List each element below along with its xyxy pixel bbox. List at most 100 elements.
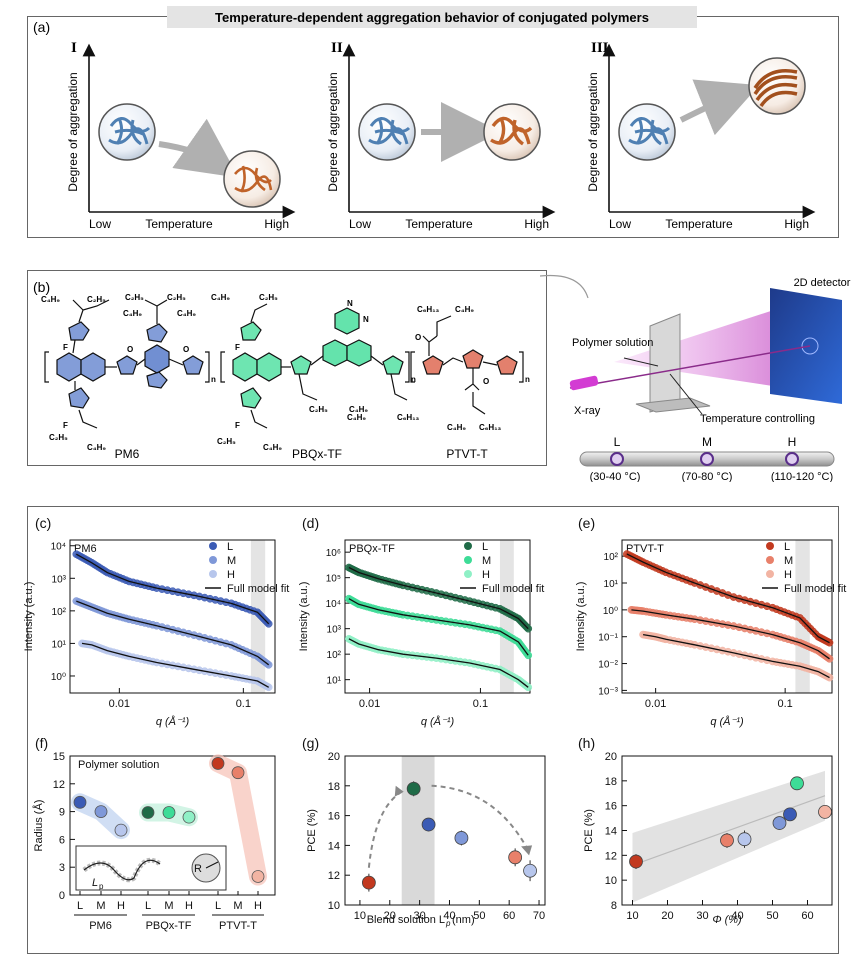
y-tick-label: 20 bbox=[328, 751, 340, 763]
legend-marker-L bbox=[464, 542, 472, 550]
x-low-label: Low bbox=[349, 217, 371, 231]
disaggregated-ball bbox=[618, 103, 676, 161]
legend-label: L bbox=[482, 541, 488, 553]
x-tick-label: 0.01 bbox=[645, 698, 666, 710]
x-tick-label: 30 bbox=[696, 910, 708, 922]
group-label: PTVT-T bbox=[219, 920, 257, 932]
x-tick-label: 60 bbox=[503, 910, 515, 922]
x-axis-label: Φ (%) bbox=[712, 914, 742, 926]
y-tick-label: 10⁵ bbox=[326, 574, 341, 585]
chart-title: PTVT-T bbox=[626, 543, 664, 555]
svg-text:(110-120 °C): (110-120 °C) bbox=[771, 471, 833, 482]
x-tick-label: L bbox=[215, 900, 221, 912]
chart-e: (e) PTVT-T 0.01 0.1 10⁻³ 10⁻² 10⁻¹ 10⁰ 10¹ 10² q (… bbox=[575, 515, 846, 728]
x-tick-label: 0.01 bbox=[109, 698, 130, 710]
data-point bbox=[720, 833, 734, 848]
svg-text:C₆H₁₃: C₆H₁₃ bbox=[479, 423, 501, 432]
y-tick-label: 16 bbox=[328, 811, 340, 823]
y-tick-label: 10⁰ bbox=[51, 672, 66, 683]
x-high-label: High bbox=[524, 217, 549, 231]
data-point bbox=[790, 776, 804, 791]
aggregate-lines bbox=[234, 165, 273, 193]
temp-marker-L: L (30-40 °C) bbox=[590, 435, 641, 482]
data-point-M bbox=[231, 766, 245, 780]
data-point-M bbox=[162, 806, 176, 819]
y-axis-label: Intensity (a.u.) bbox=[575, 582, 587, 652]
x-axis-label: q (Å⁻¹) bbox=[156, 715, 190, 728]
y-tick-label: 12 bbox=[605, 850, 617, 862]
x-tick-label: 70 bbox=[533, 910, 545, 922]
y-tick-label: 10¹ bbox=[604, 579, 619, 590]
svg-text:C₆H₁₃: C₆H₁₃ bbox=[397, 413, 419, 422]
svg-text:C₂H₅: C₂H₅ bbox=[49, 433, 68, 442]
x-mid-label: Temperature bbox=[665, 217, 733, 231]
svg-text:C₄H₉: C₄H₉ bbox=[123, 309, 142, 318]
molecule-name-pbqx: PBQx-TF bbox=[292, 447, 342, 461]
group-label: PM6 bbox=[89, 920, 112, 932]
svg-text:C₄H₉: C₄H₉ bbox=[263, 443, 282, 452]
legend-marker-M bbox=[209, 556, 217, 564]
x-tick-label: 50 bbox=[473, 910, 485, 922]
svg-text:n: n bbox=[211, 375, 216, 384]
svg-text:N: N bbox=[347, 299, 353, 308]
scattering-ring bbox=[801, 337, 819, 355]
y-tick-label: 12 bbox=[53, 779, 65, 791]
molecule-name-pm6: PM6 bbox=[115, 447, 140, 461]
data-point bbox=[421, 817, 436, 832]
callout-arrow bbox=[540, 274, 589, 299]
panel-b-frame bbox=[27, 270, 547, 466]
y-tick-label: 10⁴ bbox=[326, 599, 341, 610]
data-point-M bbox=[94, 805, 108, 818]
trend-arrow-down bbox=[431, 784, 528, 849]
svg-text:(70-80 °C): (70-80 °C) bbox=[682, 471, 733, 482]
svg-text:O: O bbox=[483, 377, 489, 386]
arrow-head-up bbox=[394, 785, 404, 797]
y-tick-label: 6 bbox=[59, 834, 65, 846]
x-axis-label: Blend solution L bbox=[367, 914, 445, 926]
x-low-label: Low bbox=[89, 217, 111, 231]
disaggregated-ball bbox=[98, 103, 156, 161]
x-tick-label: M bbox=[233, 900, 242, 912]
plot-frame bbox=[69, 755, 276, 896]
temp-ctrl-label: Temperature controlling bbox=[700, 413, 815, 425]
x-tick-label: 20 bbox=[661, 910, 673, 922]
svg-text:F: F bbox=[235, 421, 240, 430]
y-tick-label: 16 bbox=[605, 801, 617, 813]
fit-line-H bbox=[642, 633, 830, 679]
disaggregated-ball bbox=[358, 103, 416, 161]
legend-label: H bbox=[784, 569, 792, 581]
aggregate-lines bbox=[490, 116, 533, 146]
trend-arrow-up bbox=[367, 790, 403, 868]
panel-label: (c) bbox=[35, 515, 51, 531]
y-axis-label: PCE (%) bbox=[306, 809, 318, 852]
svg-text:n: n bbox=[411, 375, 416, 384]
svg-text:C₂H₅: C₂H₅ bbox=[309, 405, 328, 414]
y-tick-label: 10² bbox=[604, 552, 619, 563]
svg-text:F: F bbox=[63, 421, 68, 430]
svg-text:C₄H₉: C₄H₉ bbox=[41, 295, 60, 304]
x-axis-label-sub: p bbox=[445, 919, 451, 928]
fit-line-M bbox=[631, 609, 830, 660]
temp-marker-M: M (70-80 °C) bbox=[682, 435, 733, 482]
data-point-L bbox=[73, 795, 87, 809]
legend-label: L bbox=[227, 541, 233, 553]
x-tick-label: 0.1 bbox=[473, 698, 488, 710]
panel-a-label: (a) bbox=[33, 19, 50, 35]
y-axis-label: PCE (%) bbox=[583, 809, 595, 852]
x-axis-label: q (Å⁻¹) bbox=[710, 715, 744, 728]
molecule-pm6 bbox=[44, 299, 210, 429]
inset-radius bbox=[205, 861, 219, 869]
legend-label: M bbox=[482, 555, 491, 567]
pm6-substituent-labels: C₄H₉ C₂H₅ C₂H₅ C₂H₅ C₄H₉ C₄H₉ C₂H₅ C₄H₉ F F O O… bbox=[41, 293, 216, 452]
data-point bbox=[454, 831, 469, 845]
x-high-label: High bbox=[264, 217, 289, 231]
y-tick-label: 10³ bbox=[52, 574, 67, 585]
legend-label: Full model fit bbox=[482, 583, 544, 595]
y-tick-label: 10³ bbox=[327, 625, 342, 636]
y-tick-label: 10⁻¹ bbox=[598, 633, 618, 644]
y-tick-label: 10⁻² bbox=[598, 660, 618, 671]
inset-r-label: R bbox=[194, 863, 202, 875]
x-tick-label: L bbox=[145, 900, 151, 912]
